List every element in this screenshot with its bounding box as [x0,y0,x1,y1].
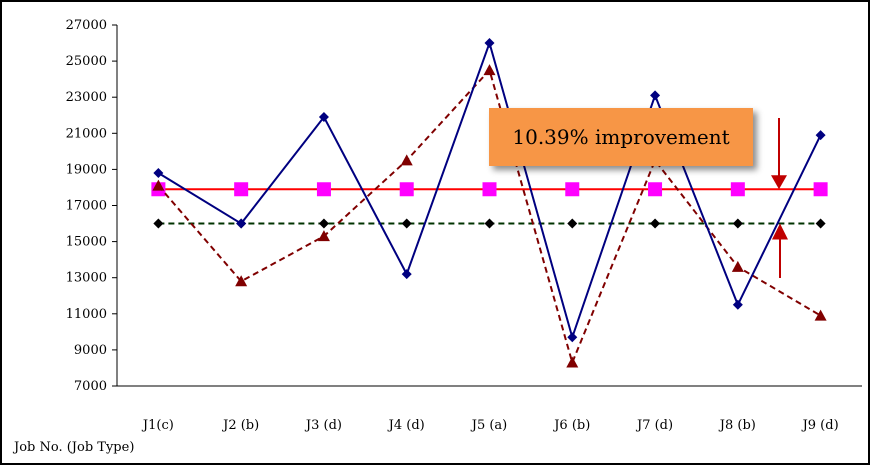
x-axis-label: Job No. (Job Type) [14,440,135,455]
data-point-series-1 [318,112,329,123]
data-point-series-3 [813,182,828,197]
x-tick-label: J9 (d) [801,418,839,433]
improvement-callout: 10.39% improvement [489,108,753,166]
data-point-series-1 [153,168,164,179]
data-point-series-4 [484,218,495,229]
data-point-series-2 [235,275,248,287]
data-point-series-2 [152,179,165,191]
y-tick-label: 13000 [66,271,107,286]
data-point-series-2 [317,230,330,242]
data-point-series-4 [318,218,329,229]
x-tick-label: J4 (d) [387,418,425,433]
data-point-series-3 [565,182,580,197]
data-point-series-2 [814,309,827,321]
y-tick-label: 7000 [74,379,107,394]
data-point-series-1 [815,130,826,141]
data-point-series-4 [401,218,412,229]
data-point-series-2 [731,260,744,272]
data-point-series-3 [482,182,497,197]
data-point-series-3 [234,182,249,197]
x-tick-label: J2 (b) [221,418,259,433]
x-tick-label: J7 (d) [635,418,673,433]
data-point-series-1 [567,332,578,343]
data-point-series-4 [732,218,743,229]
data-point-series-4 [153,218,164,229]
data-point-series-4 [567,218,578,229]
data-point-series-1 [236,218,247,229]
y-tick-label: 11000 [66,307,107,322]
improvement-callout-text: 10.39% improvement [512,125,730,149]
data-point-series-1 [484,38,495,49]
y-tick-label: 25000 [66,54,107,69]
y-tick-label: 17000 [66,199,107,214]
y-tick-label: 27000 [66,18,107,33]
data-point-series-1 [650,90,661,101]
data-point-series-2 [566,356,579,368]
up-arrow-head [772,223,788,240]
y-tick-label: 15000 [66,235,107,250]
x-tick-label: J1(c) [141,418,174,433]
x-tick-label: J5 (a) [470,418,508,433]
data-point-series-4 [815,218,826,229]
data-point-series-4 [650,218,661,229]
x-tick-label: J3 (d) [304,418,342,433]
y-tick-label: 19000 [66,162,107,177]
data-point-series-1 [401,269,412,280]
y-tick-label: 23000 [66,90,107,105]
data-point-series-3 [730,182,745,197]
x-tick-label: J6 (b) [552,418,590,433]
data-point-series-2 [400,154,413,166]
data-point-series-1 [732,299,743,310]
y-tick-label: 21000 [66,126,107,141]
data-point-series-3 [316,182,331,197]
data-point-series-3 [648,182,663,197]
data-point-series-2 [483,64,496,76]
data-point-series-3 [399,182,414,197]
down-arrow-head [771,175,787,190]
x-tick-label: J8 (b) [718,418,756,433]
y-tick-label: 9000 [74,343,107,358]
